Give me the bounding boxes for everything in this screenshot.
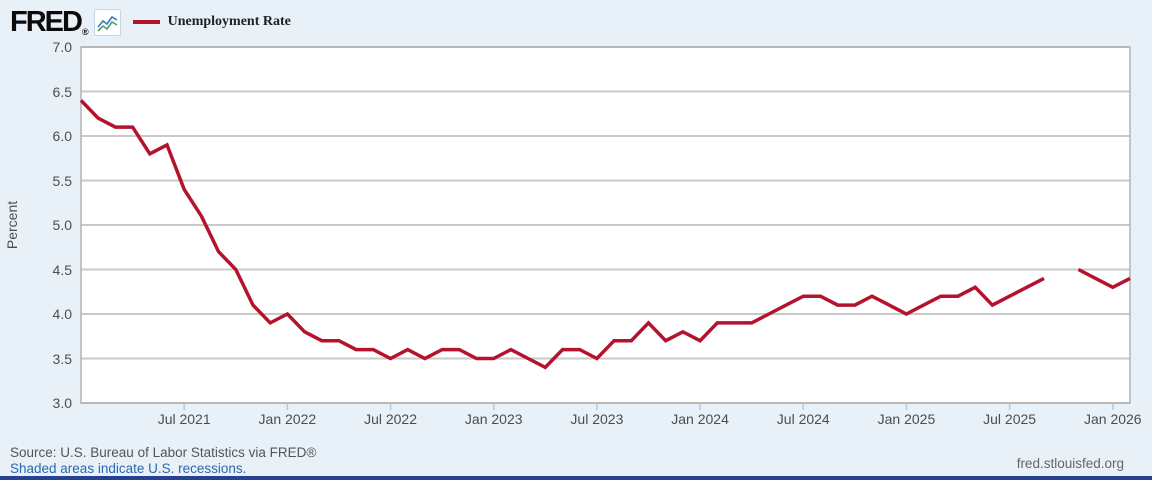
y-tick-label: 4.0 bbox=[52, 306, 72, 322]
x-tick-label: Jan 2022 bbox=[258, 411, 317, 427]
y-tick-label: 7.0 bbox=[52, 39, 72, 55]
y-tick-label: 5.0 bbox=[52, 217, 72, 233]
window-bottom-edge bbox=[0, 476, 1152, 480]
x-tick-label: Jul 2022 bbox=[364, 411, 417, 427]
x-tick-label: Jan 2023 bbox=[464, 411, 523, 427]
y-tick-label: 4.5 bbox=[52, 261, 72, 278]
y-tick-label: 3.5 bbox=[52, 350, 72, 367]
x-tick-label: Jul 2021 bbox=[157, 411, 211, 427]
legend: Unemployment Rate bbox=[132, 14, 291, 30]
x-tick-label: Jul 2023 bbox=[570, 411, 624, 427]
legend-label: Unemployment Rate bbox=[167, 14, 291, 29]
recession-note-link[interactable]: Shaded areas indicate U.S. recessions. bbox=[10, 461, 247, 476]
x-tick-label: Jan 2024 bbox=[671, 411, 729, 427]
registered-mark: ® bbox=[81, 26, 89, 37]
fred-sparkline-icon bbox=[93, 8, 121, 36]
source-text: Source: U.S. Bureau of Labor Statistics … bbox=[10, 445, 317, 460]
fred-site-link[interactable]: fred.stlouisfed.org bbox=[1016, 456, 1124, 471]
x-tick-label: Jan 2025 bbox=[877, 411, 936, 427]
y-axis-title: Percent bbox=[4, 200, 20, 250]
y-tick-label: 3.0 bbox=[52, 395, 72, 411]
fred-logo-text: FRED bbox=[10, 5, 83, 38]
y-tick-label: 5.5 bbox=[52, 172, 72, 189]
legend-line-swatch bbox=[132, 20, 160, 24]
y-tick-label: 6.0 bbox=[52, 128, 72, 144]
chart-header: FRED® Unemployment Rate bbox=[10, 5, 291, 39]
x-tick-label: Jan 2026 bbox=[1083, 411, 1142, 427]
fred-logo: FRED® bbox=[10, 5, 89, 38]
x-tick-label: Jul 2024 bbox=[776, 411, 830, 427]
y-tick-label: 6.5 bbox=[52, 83, 72, 100]
x-tick-label: Jul 2025 bbox=[983, 411, 1037, 427]
